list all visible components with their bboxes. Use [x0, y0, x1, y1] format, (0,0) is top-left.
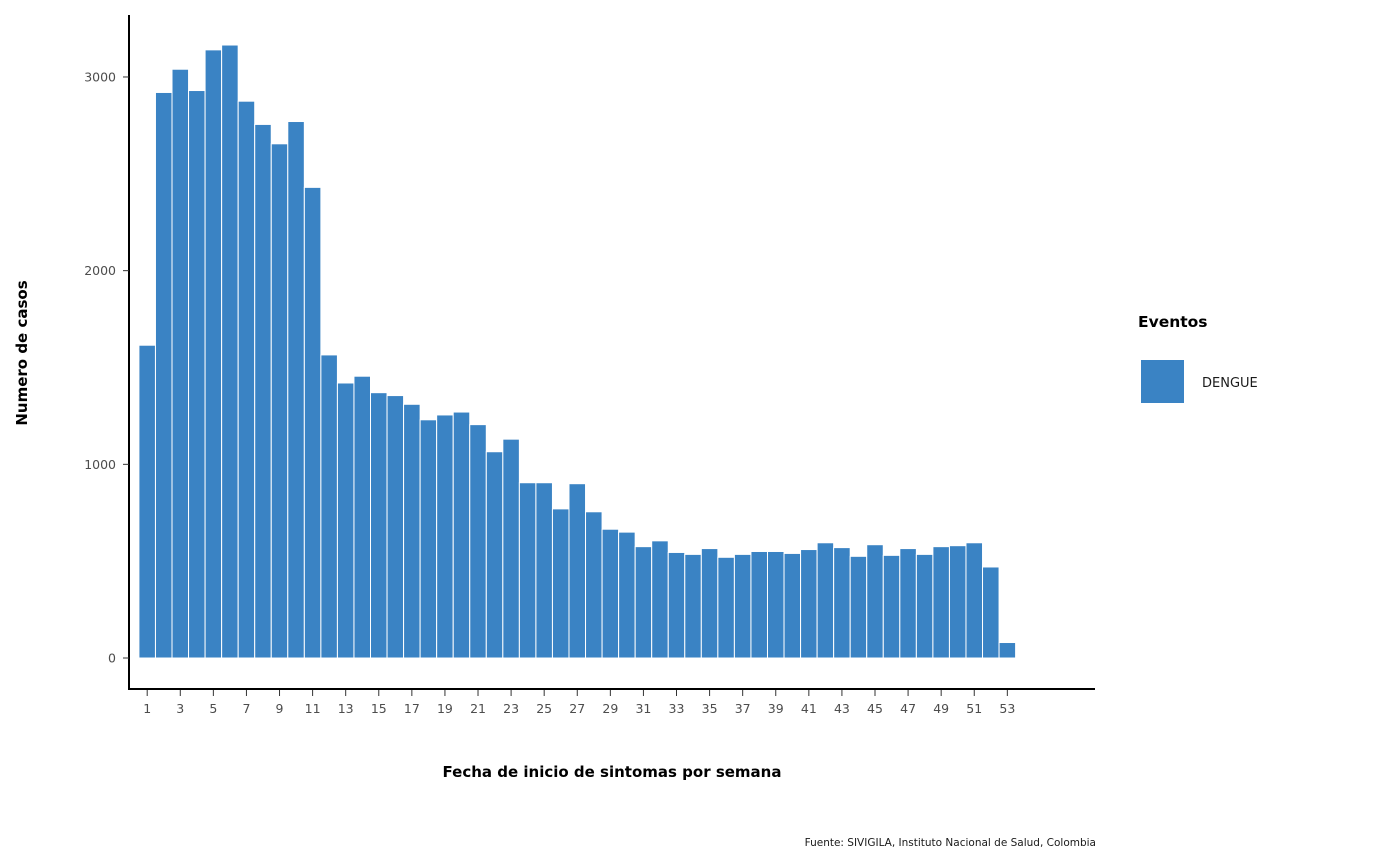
- bar-week-18: [419, 419, 438, 659]
- bar-week-45: [866, 544, 884, 659]
- bar-week-26: [551, 508, 570, 659]
- legend: Eventos DENGUE: [1138, 313, 1258, 403]
- x-tick-label: 7: [242, 701, 250, 716]
- bar-week-19: [436, 414, 454, 659]
- bar-week-34: [684, 553, 702, 659]
- bar-week-37: [733, 553, 752, 659]
- bar-week-12: [320, 354, 338, 659]
- bar-week-8: [254, 123, 272, 659]
- x-tick-label: 43: [834, 701, 850, 716]
- bar-week-46: [882, 554, 901, 659]
- x-axis-ticks: 1 3 5 7 9 11 13 15 17 19 21 23 25 27 29 31 33 35 37 39 41 43 4…: [143, 690, 1015, 716]
- x-tick-label: 53: [999, 701, 1015, 716]
- legend-title: Eventos: [1138, 313, 1208, 331]
- bar-week-4: [188, 90, 206, 659]
- bar-week-42: [816, 542, 835, 659]
- y-axis-ticks: 0 1000 2000 3000: [84, 69, 129, 666]
- y-tick-label: 2000: [84, 263, 116, 278]
- bar-week-47: [899, 548, 917, 659]
- x-tick-label: 37: [735, 701, 751, 716]
- bar-week-17: [403, 403, 421, 659]
- bar-week-38: [750, 550, 768, 659]
- y-axis-title: Numero de casos: [13, 280, 31, 425]
- bar-week-52: [982, 566, 1000, 659]
- x-tick-label: 49: [933, 701, 949, 716]
- bar-week-40: [783, 552, 802, 659]
- bar-week-2: [154, 91, 173, 659]
- y-tick-label: 1000: [84, 457, 116, 472]
- x-tick-label: 29: [602, 701, 618, 716]
- x-tick-label: 3: [176, 701, 184, 716]
- bar-week-1: [138, 344, 156, 659]
- bar-week-49: [932, 546, 950, 659]
- x-tick-label: 17: [404, 701, 420, 716]
- bar-week-35: [700, 548, 719, 659]
- bar-week-33: [667, 551, 686, 659]
- x-tick-label: 41: [801, 701, 817, 716]
- x-tick-label: 1: [143, 701, 151, 716]
- chart-caption: Fuente: SIVIGILA, Instituto Nacional de …: [805, 837, 1096, 849]
- bar-week-32: [651, 540, 669, 659]
- bar-week-24: [518, 482, 537, 659]
- bar-week-53: [998, 642, 1017, 659]
- bar-week-43: [833, 547, 851, 659]
- bar-week-50: [948, 545, 967, 659]
- bar-week-31: [634, 546, 653, 659]
- bar-week-13: [336, 382, 355, 659]
- bar-week-28: [585, 511, 603, 659]
- bar-week-48: [915, 553, 934, 659]
- x-tick-label: 5: [209, 701, 217, 716]
- x-tick-label: 19: [437, 701, 453, 716]
- bar-week-41: [800, 549, 818, 659]
- x-tick-label: 51: [966, 701, 982, 716]
- bar-week-14: [353, 375, 371, 659]
- x-tick-label: 31: [635, 701, 651, 716]
- bar-week-27: [568, 483, 587, 659]
- bar-week-23: [502, 438, 520, 659]
- bar-week-22: [485, 451, 504, 659]
- bar-week-29: [601, 528, 620, 659]
- bar-week-20: [452, 411, 471, 659]
- bar-week-7: [237, 100, 256, 659]
- bar-week-5: [204, 49, 223, 659]
- x-tick-label: 27: [569, 701, 585, 716]
- legend-swatch-dengue: [1141, 360, 1184, 403]
- x-tick-label: 9: [276, 701, 284, 716]
- bar-week-39: [766, 550, 785, 659]
- x-axis-title: Fecha de inicio de sintomas por semana: [443, 763, 782, 781]
- bar-week-10: [287, 121, 305, 659]
- bar-week-15: [370, 392, 388, 659]
- x-tick-label: 23: [503, 701, 519, 716]
- x-tick-label: 11: [305, 701, 321, 716]
- x-tick-label: 47: [900, 701, 916, 716]
- y-tick-label: 0: [108, 651, 116, 666]
- bar-week-16: [386, 395, 405, 659]
- x-tick-label: 15: [371, 701, 387, 716]
- x-tick-label: 21: [470, 701, 486, 716]
- x-tick-label: 25: [536, 701, 552, 716]
- bar-series-dengue: [138, 44, 1017, 659]
- bar-week-51: [965, 542, 984, 659]
- x-tick-label: 13: [338, 701, 354, 716]
- bar-week-9: [270, 143, 289, 659]
- bar-week-36: [717, 556, 735, 659]
- x-tick-label: 45: [867, 701, 883, 716]
- x-tick-label: 35: [702, 701, 718, 716]
- bar-week-6: [221, 44, 239, 659]
- bar-week-3: [171, 68, 190, 659]
- bar-week-21: [469, 424, 487, 659]
- x-tick-label: 39: [768, 701, 784, 716]
- x-tick-label: 33: [669, 701, 685, 716]
- bar-week-30: [618, 531, 636, 659]
- bar-week-44: [849, 555, 868, 659]
- legend-label-dengue: DENGUE: [1202, 376, 1258, 391]
- bar-week-25: [535, 482, 553, 659]
- y-tick-label: 3000: [84, 69, 116, 84]
- bar-week-11: [303, 186, 322, 659]
